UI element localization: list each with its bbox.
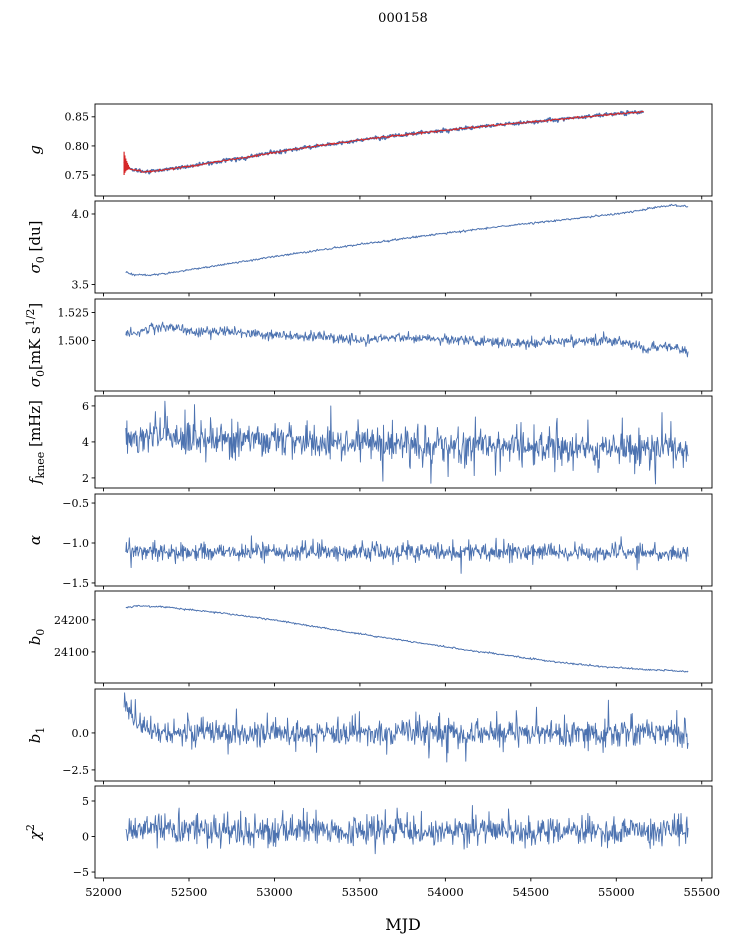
y-tick-label: 4.0: [72, 208, 90, 221]
y-tick-label: 0.75: [65, 169, 90, 182]
data-line-b1: [123, 692, 689, 763]
plot-area-chi2: [125, 805, 689, 855]
axes-frame: [94, 785, 713, 879]
data-line-chi2: [125, 805, 689, 855]
y-axis-label-b0: b0: [26, 629, 47, 646]
subplot-b0: 24100 24200 b0: [26, 590, 713, 687]
plot-area-g: [123, 109, 645, 175]
x-tick-label: 52500: [171, 885, 208, 899]
x-tick-label: 55500: [683, 885, 720, 899]
axes-frame: [94, 200, 713, 294]
subplot-g: 0.75 0.80 0.85 g: [26, 103, 713, 200]
plot-area-fknee: [125, 400, 689, 485]
axes-frame: [94, 103, 713, 197]
axes-frame: [94, 688, 713, 782]
data-line-g: [123, 109, 645, 175]
y-tick-label: 3.5: [72, 278, 90, 291]
x-tick-label: 54000: [427, 885, 464, 899]
data-line-alpha: [125, 535, 689, 574]
y-tick-label: 1.525: [58, 306, 90, 319]
y-axis-label-sigma0-mk: σ0[mK s1/2]: [24, 303, 47, 388]
y-tick-label: 1.500: [58, 334, 90, 347]
y-axis-label-b1: b1: [26, 727, 47, 744]
plot-area-b1: [123, 692, 689, 763]
y-tick-label: 24100: [54, 646, 89, 659]
y-axis-label-g: g: [26, 145, 44, 155]
data-line-sigma0-mk: [125, 321, 689, 358]
axes-frame: [94, 590, 713, 684]
plot-title: 000158: [378, 11, 428, 26]
axes-frame: [94, 493, 713, 587]
x-tick-label: 52000: [85, 885, 122, 899]
plot-area-alpha: [125, 535, 689, 574]
y-tick-label: −5: [73, 866, 89, 879]
y-tick-label: −1.0: [62, 537, 89, 550]
subplot-b1: 0.0 −2.5 b1: [26, 688, 713, 785]
y-axis-label-sigma0-du: σ0 [du]: [26, 221, 47, 274]
y-tick-label: −0.5: [62, 497, 89, 510]
x-axis-label: MJD: [385, 915, 421, 934]
y-tick-label: 24200: [54, 614, 89, 627]
y-axis-label-chi2: χ2: [24, 824, 44, 841]
y-tick-label: 6: [82, 400, 89, 413]
data-line-sigma0-du: [125, 203, 689, 277]
x-tick-label: 53500: [342, 885, 379, 899]
y-tick-label: −1.5: [62, 577, 89, 590]
subplot-fknee: 2 4 6 fknee [mHz]: [26, 395, 713, 492]
subplot-sigma0-du: 3.5 4.0 σ0 [du]: [26, 200, 713, 297]
data-line-b0: [125, 604, 689, 673]
y-axis-label-fknee: fknee [mHz]: [26, 400, 47, 485]
plot-area-sigma0-mk: [125, 321, 689, 358]
y-tick-label: 0.80: [65, 140, 90, 153]
data-line-fknee: [125, 400, 689, 485]
subplots-group: 0.75 0.80 0.85 g 3.5 4.0 σ0 [du] 1.500 1.525 σ0[m…: [24, 103, 720, 899]
x-tick-label: 54500: [513, 885, 550, 899]
y-tick-label: 0.0: [72, 727, 90, 740]
x-tick-label: 53000: [256, 885, 293, 899]
subplot-chi2: −5 0 5 χ2: [24, 785, 713, 882]
subplot-alpha: −0.5 −1.0 −1.5 α: [26, 493, 713, 590]
y-tick-label: 2: [82, 472, 89, 485]
y-tick-label: 0: [82, 830, 89, 843]
plot-area-b0: [125, 604, 689, 673]
data-line-g: [123, 110, 644, 173]
y-tick-label: 5: [82, 795, 89, 808]
y-axis-label-alpha: α: [26, 535, 44, 545]
axes-frame: [94, 298, 713, 392]
y-tick-label: 4: [82, 436, 89, 449]
y-tick-label: −2.5: [62, 764, 89, 777]
x-tick-label: 55000: [598, 885, 635, 899]
subplot-sigma0-mk: 1.500 1.525 σ0[mK s1/2]: [24, 298, 713, 395]
plot-area-sigma0-du: [125, 203, 689, 277]
y-tick-label: 0.85: [65, 111, 90, 124]
